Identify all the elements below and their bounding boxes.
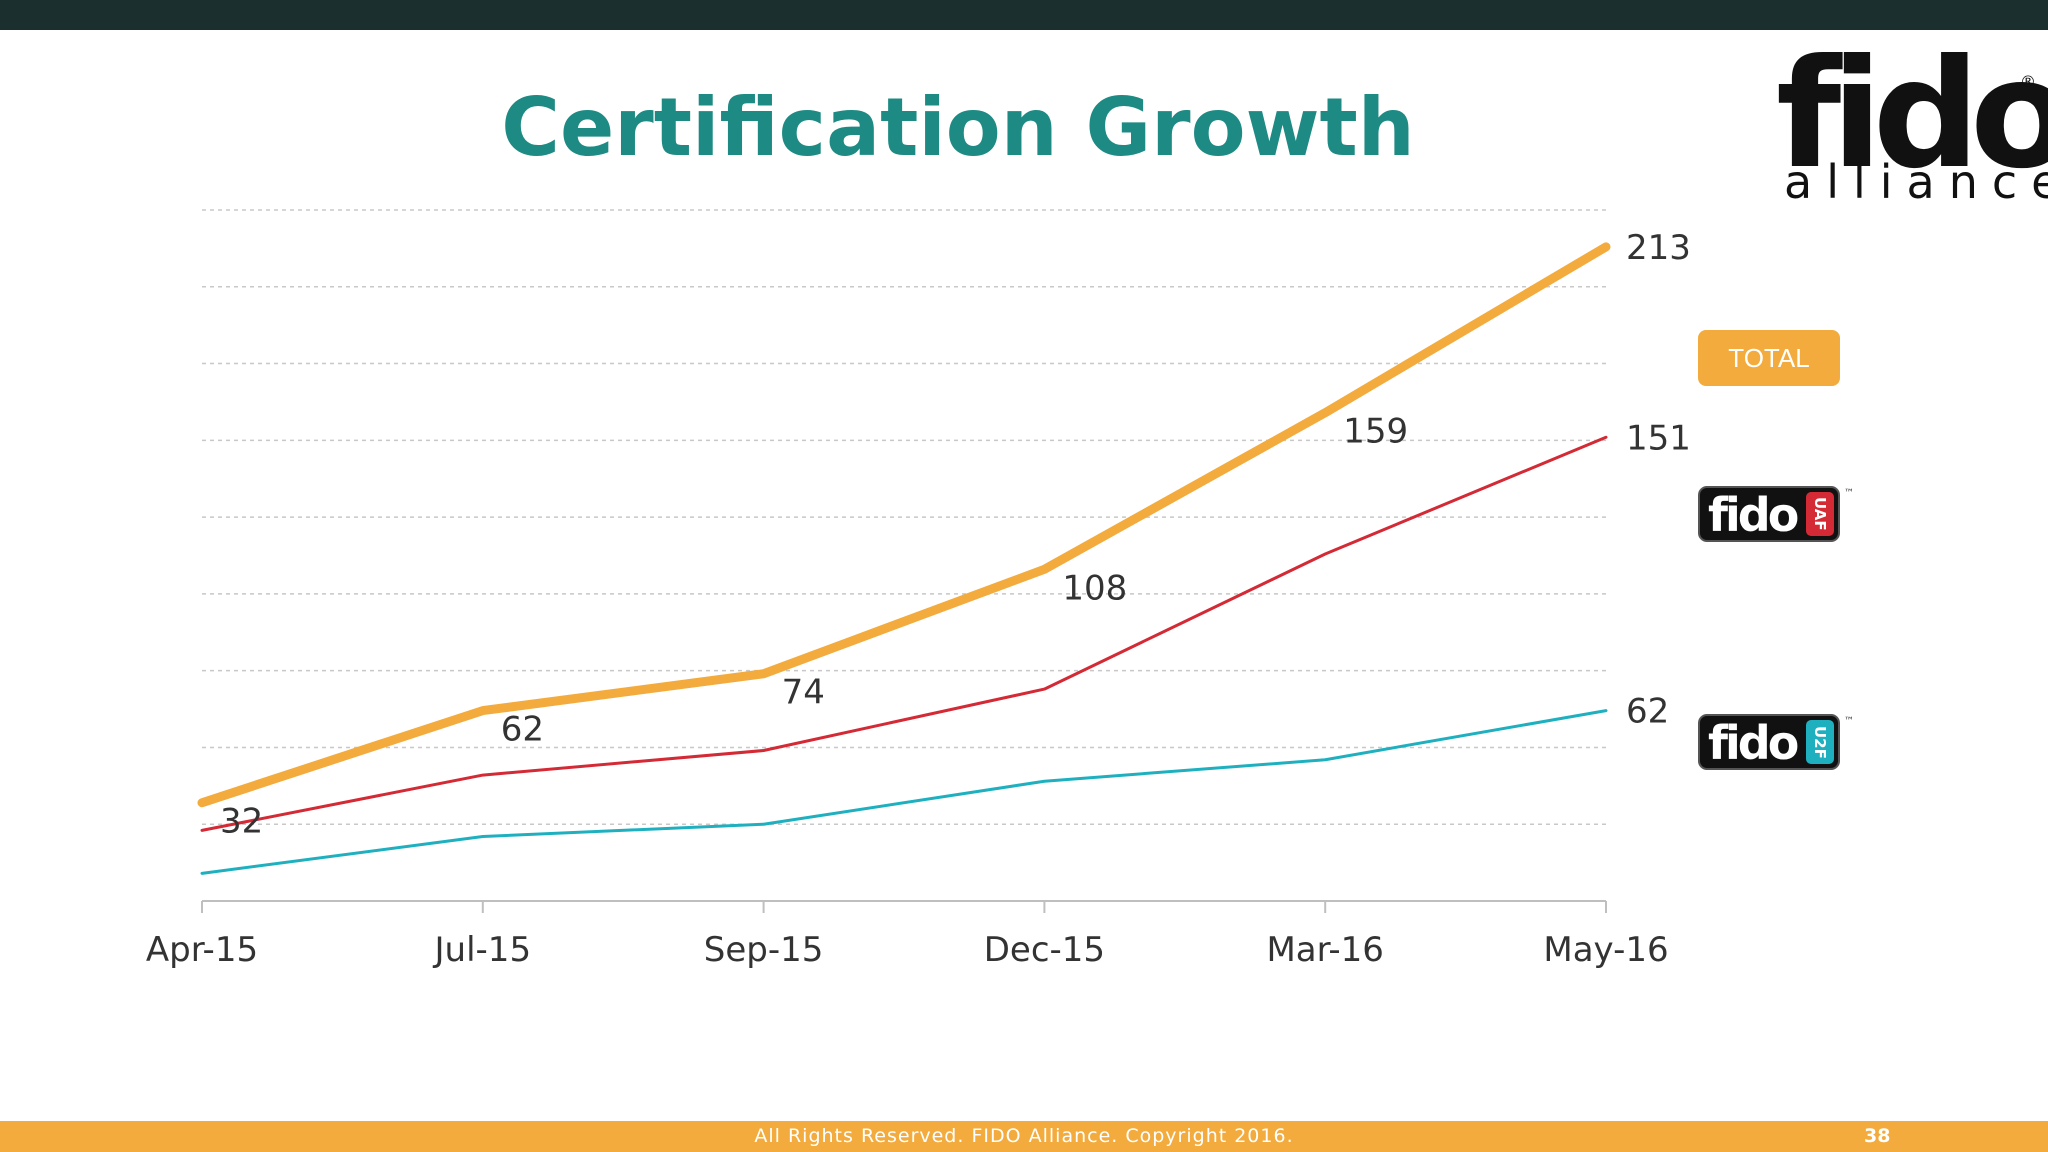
chart-grid xyxy=(202,209,1606,825)
series-line-total xyxy=(197,242,1611,808)
series-line-uaf xyxy=(200,435,1608,832)
data-label: 108 xyxy=(1062,568,1127,608)
logo-registered-mark: ® xyxy=(2020,72,2036,91)
page-number: 38 xyxy=(1864,1125,1891,1147)
footer-copyright: All Rights Reserved. FIDO Alliance. Copy… xyxy=(754,1125,1294,1147)
u2f-badge-word: fido xyxy=(1708,716,1799,770)
x-tick-label: Mar-16 xyxy=(1266,930,1384,970)
series-line-u2f xyxy=(200,709,1608,875)
uaf-badge-tab: UAF xyxy=(1806,492,1834,536)
data-label: 32 xyxy=(220,802,263,842)
data-label: 62 xyxy=(501,710,544,750)
x-tick-label: Dec-15 xyxy=(984,930,1105,970)
data-labels: 32 62 74 108 159 213 151 62 xyxy=(220,228,1691,842)
chart-series xyxy=(197,242,1611,875)
data-label: 151 xyxy=(1626,418,1691,458)
slide-title: Certification Growth xyxy=(501,81,1415,174)
total-legend-badge: TOTAL xyxy=(1698,330,1840,386)
footer-bar: All Rights Reserved. FIDO Alliance. Copy… xyxy=(0,1121,2048,1152)
data-label: 74 xyxy=(782,673,825,713)
uaf-badge-word: fido xyxy=(1708,488,1799,542)
x-axis: Apr-15 Jul-15 Sep-15 Dec-15 Mar-16 May-16 xyxy=(146,900,1669,970)
top-bar xyxy=(0,0,2048,30)
x-tick-label: Apr-15 xyxy=(146,930,258,970)
x-tick-label: May-16 xyxy=(1543,930,1668,970)
u2f-badge-tab: U2F xyxy=(1806,720,1834,764)
certification-growth-chart: Apr-15 Jul-15 Sep-15 Dec-15 Mar-16 May-16 32 6… xyxy=(146,209,1691,970)
logo-tagline: alliance xyxy=(1784,155,2048,209)
data-label: 62 xyxy=(1626,692,1669,732)
data-label: 213 xyxy=(1626,228,1691,268)
logo-wordmark: fido xyxy=(1776,28,2048,202)
data-label: 159 xyxy=(1343,412,1408,452)
x-tick-label: Sep-15 xyxy=(704,930,824,970)
fido-uaf-legend-badge: fido UAF ™ xyxy=(1698,486,1854,542)
uaf-trademark: ™ xyxy=(1844,488,1854,499)
x-tick-label: Jul-15 xyxy=(433,930,532,970)
fido-u2f-legend-badge: fido U2F ™ xyxy=(1698,714,1854,770)
u2f-trademark: ™ xyxy=(1844,716,1854,727)
fido-alliance-logo: fido alliance ® xyxy=(1768,40,2048,210)
